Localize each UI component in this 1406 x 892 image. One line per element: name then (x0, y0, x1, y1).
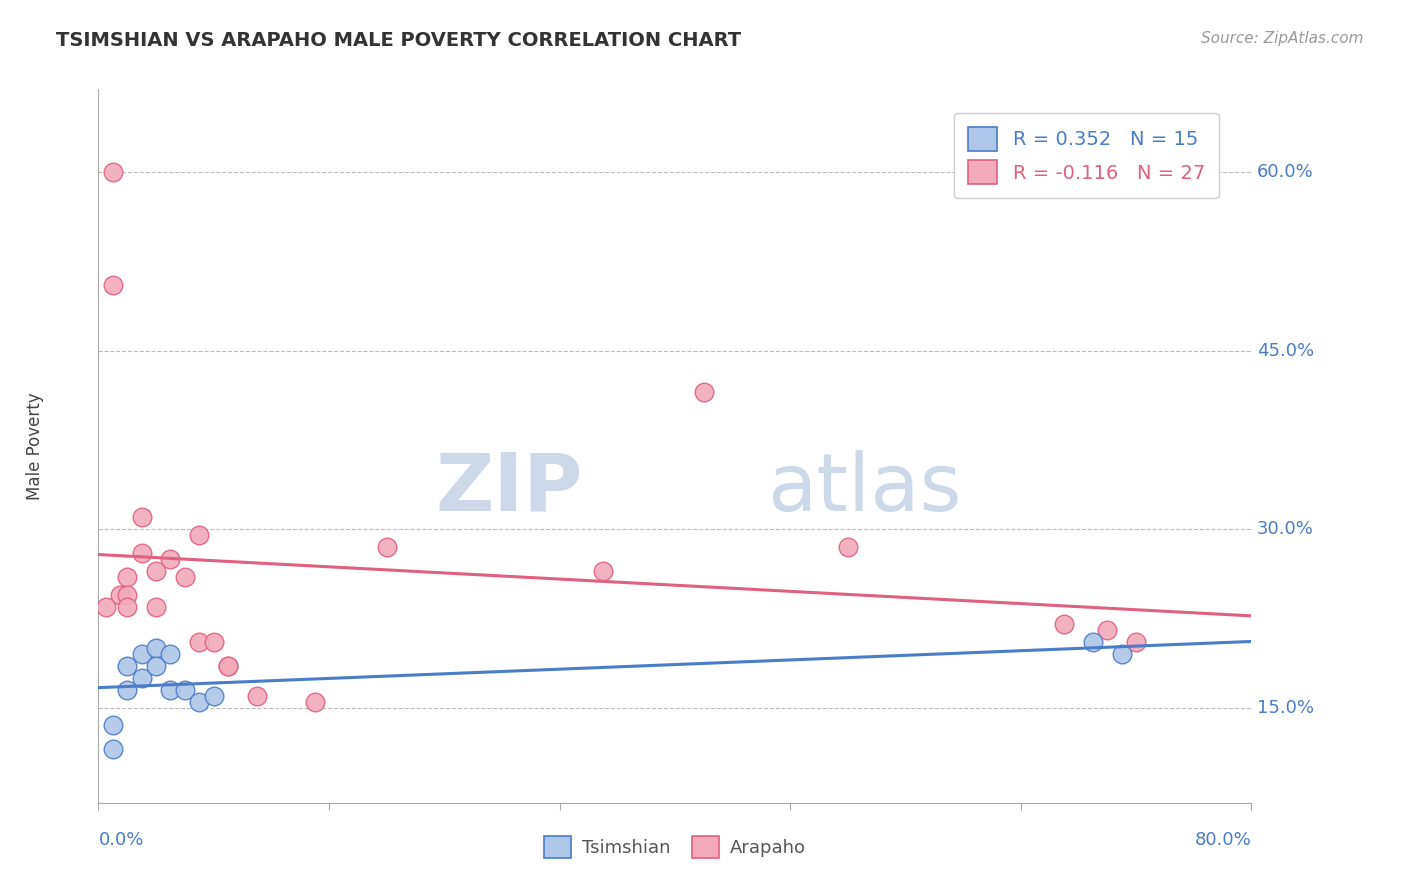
Point (188, 635, 211, 649)
Point (94, 599, 117, 614)
Point (188, 695, 211, 709)
Point (1125, 635, 1147, 649)
Point (217, 659, 239, 673)
Text: Source: ZipAtlas.com: Source: ZipAtlas.com (1201, 31, 1364, 46)
Legend: Tsimshian, Arapaho: Tsimshian, Arapaho (537, 829, 813, 865)
Text: 80.0%: 80.0% (1195, 831, 1251, 849)
Point (117, 588, 138, 602)
Point (1097, 624, 1119, 638)
Point (131, 510, 153, 524)
Point (188, 528, 211, 542)
Point (1053, 617, 1076, 632)
Text: atlas: atlas (768, 450, 962, 528)
Point (304, 695, 326, 709)
Point (217, 659, 239, 673)
Point (174, 570, 197, 584)
Point (117, 570, 138, 584)
Point (145, 599, 167, 614)
Text: TSIMSHIAN VS ARAPAHO MALE POVERTY CORRELATION CHART: TSIMSHIAN VS ARAPAHO MALE POVERTY CORREL… (56, 31, 741, 50)
Point (145, 641, 167, 656)
Text: ZIP: ZIP (436, 450, 582, 528)
Text: 15.0%: 15.0% (1257, 698, 1315, 716)
Point (159, 682, 181, 697)
Point (101, 278, 124, 293)
Point (174, 682, 197, 697)
Point (117, 682, 138, 697)
Point (159, 552, 181, 566)
Point (1081, 635, 1104, 649)
Point (246, 689, 269, 703)
Point (837, 540, 859, 554)
Point (145, 564, 167, 578)
Point (693, 385, 716, 400)
Point (101, 165, 124, 179)
Point (375, 540, 398, 554)
Text: 0.0%: 0.0% (98, 831, 143, 849)
Point (1111, 647, 1133, 661)
Point (131, 546, 153, 560)
Point (108, 588, 131, 602)
Text: 30.0%: 30.0% (1257, 520, 1315, 538)
Point (592, 564, 614, 578)
Point (159, 647, 181, 661)
Text: 45.0%: 45.0% (1257, 342, 1315, 359)
Text: 60.0%: 60.0% (1257, 163, 1313, 181)
Point (101, 742, 124, 756)
Point (117, 599, 138, 614)
Point (202, 635, 225, 649)
Point (145, 659, 167, 673)
Text: Male Poverty: Male Poverty (25, 392, 44, 500)
Point (117, 659, 138, 673)
Point (101, 718, 124, 732)
Point (131, 647, 153, 661)
Point (131, 671, 153, 685)
Point (202, 689, 225, 703)
